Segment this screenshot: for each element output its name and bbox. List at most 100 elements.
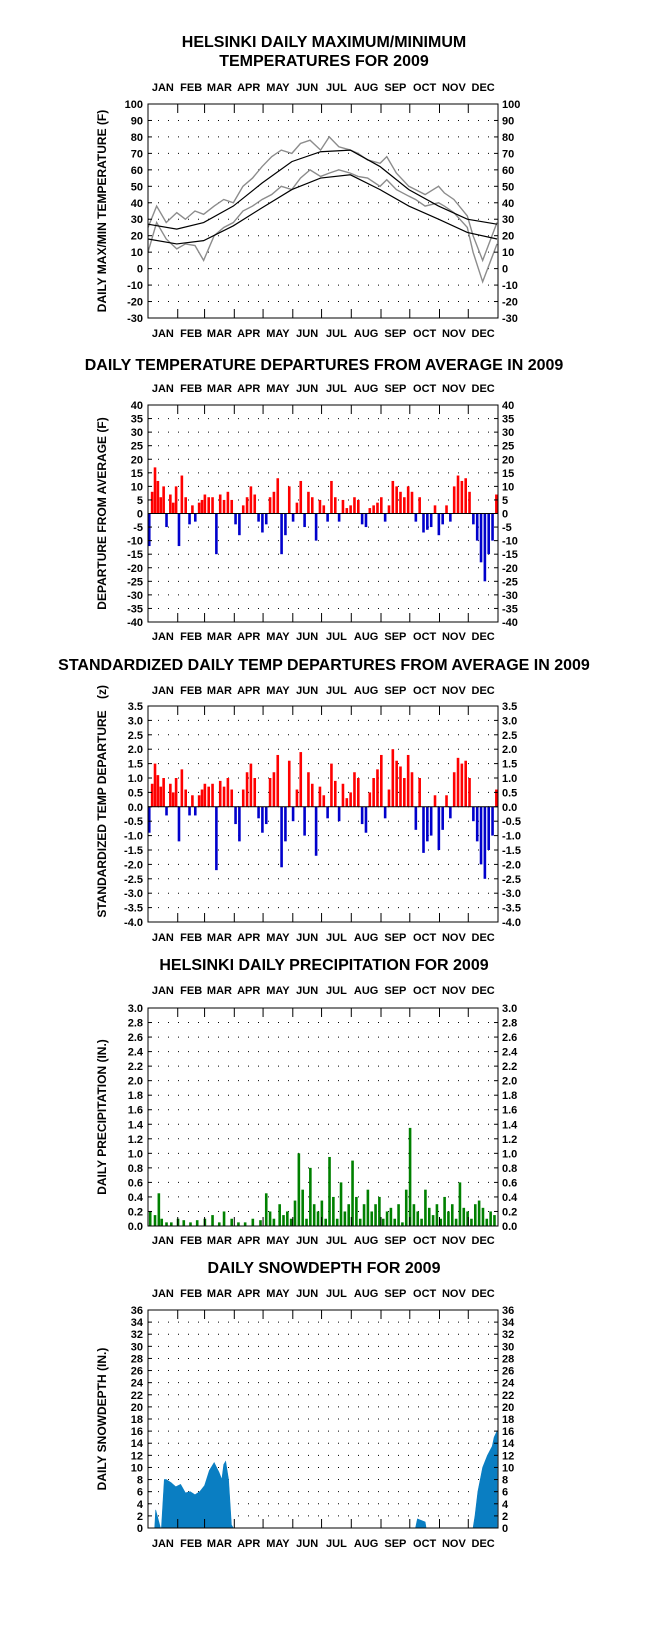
y-tick-label-left: 70 (131, 148, 143, 160)
y-tick-label-right: 20 (502, 1402, 514, 1414)
bar (307, 491, 310, 514)
y-tick-label-right: 2.6 (502, 1032, 517, 1044)
y-tick-label-right: 22 (502, 1390, 514, 1402)
y-tick-label-left: 16 (131, 1426, 143, 1438)
grid (148, 103, 498, 319)
bar (153, 1215, 157, 1226)
y-tick-label-left: -5 (133, 522, 143, 534)
bar (372, 505, 375, 514)
bar (264, 1193, 268, 1226)
y-tick-label-left: -40 (127, 617, 143, 629)
month-label-top: JUN (296, 685, 318, 697)
y-tick-label-right: 2.0 (502, 1076, 517, 1088)
bar (333, 780, 337, 807)
bar (241, 789, 245, 807)
month-label-top: SEP (384, 985, 406, 997)
month-label-bottom: JUN (296, 1538, 318, 1550)
y-tick-label-right: 2.5 (502, 730, 517, 742)
bar (305, 1218, 308, 1226)
y-tick-label-left: 1.6 (128, 1105, 143, 1117)
month-label-bottom: JUL (326, 1538, 347, 1550)
bar (165, 1222, 168, 1226)
month-label-bottom: FEB (180, 932, 202, 944)
month-label-top: DEC (472, 82, 495, 94)
bar (357, 778, 360, 807)
bar (286, 1211, 289, 1226)
bar (364, 806, 368, 833)
month-label-top: NOV (442, 685, 467, 697)
y-tick-label-left: 80 (131, 132, 143, 144)
bar (153, 763, 157, 807)
bar (330, 763, 333, 807)
bar (307, 772, 310, 807)
bar (414, 806, 418, 830)
bar (226, 778, 230, 807)
y-tick-label-right: 6 (502, 1487, 508, 1499)
y-tick-label-right: 20 (502, 231, 514, 243)
month-label-bottom: MAR (207, 1235, 232, 1247)
bar (353, 772, 356, 807)
bar (424, 1189, 427, 1226)
y-tick-label-left: 1.4 (128, 1119, 144, 1131)
y-tick-label-left: 4 (137, 1499, 144, 1511)
month-label-top: JAN (152, 1288, 174, 1300)
month-label-bottom: SEP (384, 328, 406, 340)
bar (159, 786, 163, 807)
y-tick-label-left: 5 (137, 495, 143, 507)
month-label-top: NOV (442, 1288, 467, 1300)
month-label-bottom: NOV (442, 1235, 467, 1247)
month-label-bottom: OCT (413, 328, 437, 340)
y-tick-label-left: 0 (137, 264, 143, 276)
bar (360, 806, 364, 825)
y-tick-label-left: 0.0 (128, 1221, 143, 1233)
month-label-top: MAR (207, 82, 232, 94)
bar (150, 783, 154, 807)
bar (426, 513, 429, 530)
bar (472, 806, 475, 822)
y-tick-label-right: 2.8 (502, 1018, 517, 1030)
bar (364, 513, 368, 528)
bar (217, 1222, 221, 1226)
bar (211, 783, 214, 807)
y-tick-label-left: 0.6 (128, 1177, 143, 1189)
y-tick-label-right: 0.0 (502, 802, 517, 814)
bar (357, 499, 360, 514)
bar (418, 778, 421, 807)
y-tick-label-left: 20 (131, 454, 143, 466)
month-label-bottom: FEB (180, 1235, 202, 1247)
chart-title: HELSINKI DAILY PRECIPITATION FOR 2009 (159, 957, 488, 974)
y-tick-label-right: 3.5 (502, 701, 517, 713)
month-label-bottom: NOV (442, 932, 467, 944)
bar (310, 783, 314, 807)
bar (412, 1204, 416, 1226)
bar (429, 806, 433, 836)
bar (165, 806, 168, 816)
month-label-bottom: NOV (442, 328, 467, 340)
bar (460, 763, 464, 807)
bar (278, 1204, 281, 1226)
month-label-top: DEC (472, 1288, 495, 1300)
y-tick-label-left: 40 (131, 198, 143, 210)
month-label-bottom: SEP (384, 1538, 406, 1550)
bar (245, 497, 249, 514)
bar (456, 757, 460, 807)
bar (268, 1211, 272, 1226)
bar (203, 494, 207, 514)
bar (282, 1215, 285, 1226)
y-tick-label-left: 100 (125, 99, 143, 111)
y-tick-label-left: 40 (131, 400, 143, 412)
bar (284, 806, 287, 842)
y-tick-label-left: -2.0 (124, 859, 143, 871)
y-tick-label-right: 0.5 (502, 787, 517, 799)
month-label-top: APR (237, 1288, 260, 1300)
bar (249, 763, 253, 807)
bar (326, 806, 329, 819)
month-label-bottom: AUG (354, 932, 378, 944)
bar (387, 789, 391, 807)
month-label-bottom: JAN (152, 1538, 174, 1550)
y-tick-label-left: 0.4 (128, 1192, 144, 1204)
month-label-bottom: APR (237, 1538, 260, 1550)
bar (215, 806, 218, 871)
bar (452, 486, 456, 514)
y-tick-label-right: 2.2 (502, 1061, 517, 1073)
